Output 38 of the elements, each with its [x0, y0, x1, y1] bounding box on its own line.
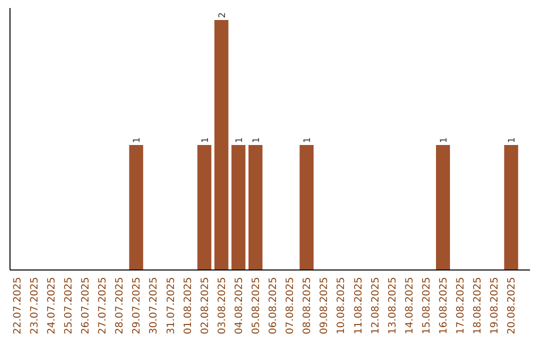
x-tick-label: 16.08.2025 — [438, 277, 450, 334]
x-tick-label: 20.08.2025 — [506, 277, 518, 334]
x-tick-label: 13.08.2025 — [387, 277, 398, 334]
data-label: 1 — [508, 137, 518, 143]
x-tick-label: 17.08.2025 — [456, 277, 467, 334]
x-tick-label: 03.08.2025 — [216, 277, 228, 334]
x-tick-label: 07.08.2025 — [285, 277, 296, 334]
x-tick-label: 08.08.2025 — [302, 277, 314, 334]
x-tick-label: 22.07.2025 — [12, 277, 24, 334]
x-tick-label: 09.08.2025 — [319, 277, 330, 334]
data-label: 1 — [303, 137, 314, 143]
x-tick-label: 25.07.2025 — [63, 277, 74, 334]
x-tick-label: 23.07.2025 — [29, 277, 40, 334]
x-tick-label: 12.08.2025 — [370, 277, 382, 334]
x-tick-label: 04.08.2025 — [234, 277, 245, 334]
x-tick-label: 11.08.2025 — [353, 277, 364, 334]
x-tick-label: 29.07.2025 — [132, 277, 143, 334]
data-label: 1 — [252, 137, 262, 143]
x-tick-label: 28.07.2025 — [114, 277, 126, 334]
x-tick-label: 06.08.2025 — [268, 277, 280, 334]
x-tick-label: 19.08.2025 — [490, 277, 501, 334]
x-tick-label: 02.08.2025 — [200, 277, 211, 334]
x-tick-label: 31.07.2025 — [166, 277, 177, 334]
x-tick-label: 30.07.2025 — [148, 277, 160, 334]
x-tick-label: 14.08.2025 — [404, 277, 416, 334]
data-label: 1 — [234, 137, 245, 143]
x-tick-label: 27.07.2025 — [98, 277, 109, 334]
x-tick-label: 01.08.2025 — [182, 277, 194, 334]
x-tick-label: 24.07.2025 — [46, 277, 58, 334]
data-label: 1 — [132, 137, 143, 143]
x-tick-label: 18.08.2025 — [472, 277, 484, 334]
data-label: 1 — [200, 137, 211, 143]
x-tick-label: 10.08.2025 — [336, 277, 348, 334]
data-label: 2 — [218, 12, 228, 18]
data-label: 1 — [439, 137, 450, 143]
x-tick-label: 26.07.2025 — [80, 277, 92, 334]
x-tick-label: 15.08.2025 — [421, 277, 432, 334]
x-tick-label: 05.08.2025 — [250, 277, 262, 334]
